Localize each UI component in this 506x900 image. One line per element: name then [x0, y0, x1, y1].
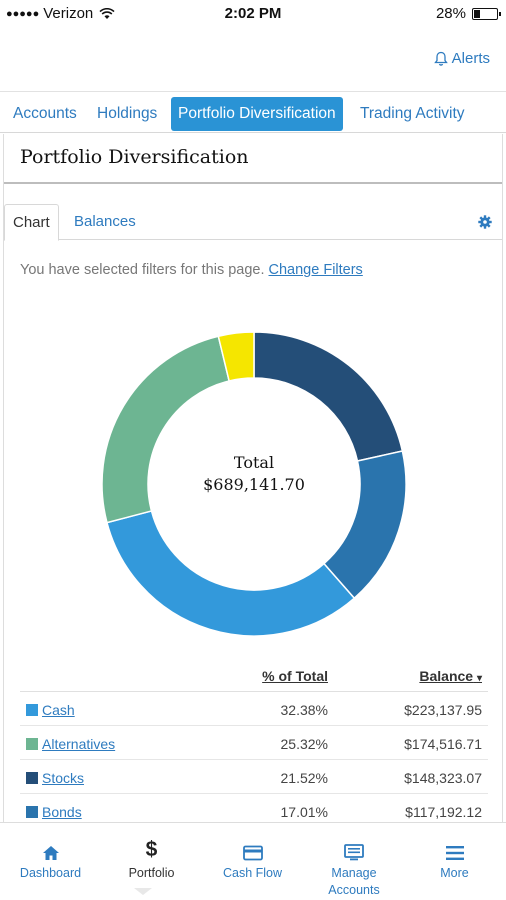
tab-chart[interactable]: Chart [4, 204, 59, 241]
legend-swatch [26, 738, 38, 750]
col-balance-header[interactable]: Balance ▾ [419, 668, 482, 684]
nav-label: Dashboard [19, 866, 82, 880]
title-divider [4, 182, 502, 184]
chart-center-value: $689,141.70 [203, 475, 305, 494]
table-row: Bonds 17.01% $117,192.12 [20, 794, 488, 828]
filter-text: You have selected filters for this page. [20, 262, 265, 278]
section-tabs: Accounts Holdings Portfolio Diversificat… [0, 96, 506, 132]
carrier-name: Verizon [43, 5, 94, 22]
tab-portfolio-diversification[interactable]: Portfolio Diversification [171, 97, 343, 131]
tab-balances[interactable]: Balances [74, 213, 136, 230]
bell-icon [433, 51, 448, 66]
asset-class-link[interactable]: Bonds [42, 804, 82, 820]
balance-value: $148,323.07 [404, 770, 482, 786]
diversification-chart: Total $689,141.70 [4, 319, 504, 649]
legend-swatch [26, 772, 38, 784]
percent-of-total: 32.38% [280, 702, 328, 718]
dollar-icon: $ [145, 838, 158, 861]
balance-value: $223,137.95 [404, 702, 482, 718]
clock: 2:02 PM [224, 5, 282, 22]
nav-portfolio[interactable]: $ Portfolio [101, 823, 202, 882]
home-icon [42, 846, 59, 860]
donut-slice-stocks[interactable] [253, 331, 404, 462]
battery-percent: 28% [435, 5, 466, 22]
asset-class-link[interactable]: Cash [42, 702, 75, 718]
balance-value: $117,192.12 [405, 804, 482, 820]
percent-of-total: 25.32% [280, 736, 328, 752]
gear-icon[interactable] [478, 215, 492, 229]
donut-chart [101, 331, 407, 637]
table-header: % of Total Balance ▾ [20, 662, 488, 692]
sort-caret-icon: ▾ [476, 673, 482, 684]
table-row: Cash 32.38% $223,137.95 [20, 692, 488, 726]
tab-holdings[interactable]: Holdings [97, 105, 158, 122]
view-tabs: Chart Balances [4, 204, 502, 241]
chart-center-label: Total [233, 453, 275, 472]
status-left: ●●●●● Verizon [6, 5, 115, 22]
diversification-panel: Portfolio Diversification Chart Balances… [3, 134, 504, 828]
change-filters-link[interactable]: Change Filters [268, 262, 363, 278]
battery-icon [472, 7, 501, 20]
tabs-divider [0, 132, 506, 133]
nav-cash-flow[interactable]: Cash Flow [202, 823, 303, 882]
table-body: Cash 32.38% $223,137.95 Alternatives 25.32% $… [20, 692, 488, 828]
active-nav-indicator [134, 888, 152, 895]
tab-accounts[interactable]: Accounts [13, 105, 77, 122]
alerts-button[interactable]: Alerts [433, 50, 490, 67]
col-percent-header[interactable]: % of Total [262, 668, 328, 684]
table-row: Alternatives 25.32% $174,516.71 [20, 726, 488, 760]
allocation-table: % of Total Balance ▾ Cash 32.38% $223,137.… [20, 662, 488, 828]
nav-label: More [440, 866, 469, 880]
monitor-icon [343, 844, 364, 861]
menu-icon [445, 846, 464, 860]
asset-class-link[interactable]: Alternatives [42, 736, 116, 752]
balance-value: $174,516.71 [404, 736, 482, 752]
percent-of-total: 21.52% [280, 770, 328, 786]
tab-trading-activity[interactable]: Trading Activity [360, 105, 465, 122]
col-balance-label: Balance [419, 668, 474, 684]
bottom-nav: Dashboard $ Portfolio Cash Flow Manage A… [0, 822, 506, 900]
asset-class-link[interactable]: Stocks [42, 770, 85, 786]
app-header: Alerts [0, 28, 506, 92]
alerts-label: Alerts [451, 50, 490, 67]
card-icon [242, 845, 263, 861]
filter-notice: You have selected filters for this page.… [20, 262, 363, 278]
status-bar: ●●●●● Verizon 2:02 PM 28% [0, 0, 506, 28]
status-right: 28% [435, 5, 501, 22]
donut-slice-cash[interactable] [106, 510, 356, 637]
page-title: Portfolio Diversification [20, 146, 249, 168]
donut-slice-alternatives[interactable] [101, 335, 231, 524]
table-row: Stocks 21.52% $148,323.07 [20, 760, 488, 794]
signal-icon: ●●●●● [6, 7, 40, 20]
nav-manage-accounts[interactable]: Manage Accounts [303, 823, 404, 899]
nav-label: Cash Flow [222, 866, 283, 880]
nav-label: Portfolio [128, 866, 175, 880]
donut-slice-other[interactable] [217, 331, 255, 382]
legend-swatch [26, 704, 38, 716]
nav-label: Manage Accounts [328, 866, 380, 897]
donut-slice-bonds[interactable] [322, 450, 407, 600]
nav-more[interactable]: More [404, 823, 505, 882]
percent-of-total: 17.01% [280, 804, 328, 820]
wifi-icon [99, 7, 115, 19]
legend-swatch [26, 806, 38, 818]
nav-dashboard[interactable]: Dashboard [0, 823, 101, 882]
